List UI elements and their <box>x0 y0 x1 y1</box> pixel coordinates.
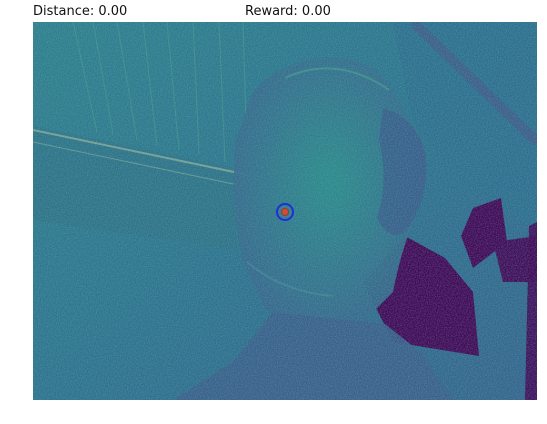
reward-label: Reward: 0.00 <box>245 4 331 19</box>
target-ring <box>276 203 294 221</box>
distance-label: Distance: 0.00 <box>33 4 128 19</box>
target-center-marker <box>281 208 289 216</box>
